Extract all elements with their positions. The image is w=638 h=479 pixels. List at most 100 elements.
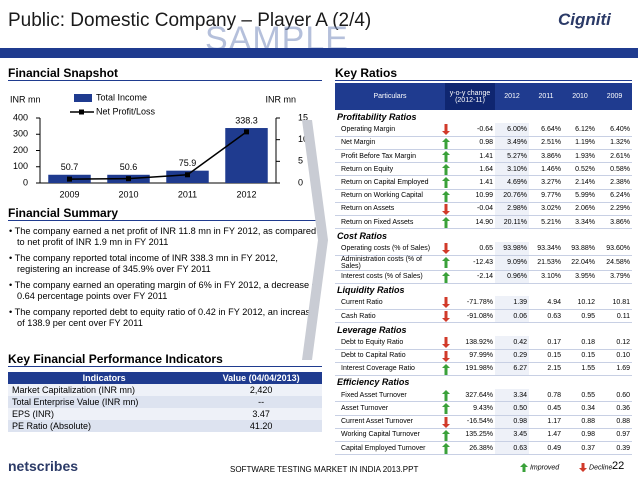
arrow (442, 124, 450, 136)
change: 9.43% (442, 401, 495, 416)
cell: 2.51% (529, 136, 563, 151)
change-value: -12.43 (473, 259, 493, 267)
row-name: Current Ratio (335, 296, 445, 311)
cell: 0.52% (563, 162, 597, 177)
cell: 3.86% (529, 149, 563, 164)
row-name: Operating costs (% of Sales) (335, 241, 445, 256)
trend-arrow (442, 164, 450, 176)
change-value: 1.64 (479, 165, 493, 173)
cell: 1.32% (597, 136, 632, 151)
arrow (442, 203, 450, 215)
arrow (442, 190, 450, 202)
header-cell: 2009 (597, 83, 632, 110)
cell: 0.34 (563, 401, 597, 416)
cell: 93.88% (563, 241, 597, 256)
y-tick-label: 300 (13, 129, 28, 139)
trend-arrow (442, 256, 450, 268)
trend-arrow (442, 311, 450, 323)
change-value: 1.41 (479, 179, 493, 187)
cell: 1.47 (529, 428, 563, 443)
cell: 93.34% (529, 241, 563, 256)
y2-axis-label: INR mn (265, 94, 296, 104)
row: Return on Capital Employed 1.41 4.69% 3.27%… (335, 175, 632, 190)
trend-arrow (442, 403, 450, 415)
row: Cash Ratio -91.08% 0.06 0.63 0.95 0.11 (335, 309, 632, 324)
cell: 4.94 (529, 296, 563, 311)
footer-text: SOFTWARE TESTING MARKET IN INDIA 2013.PP… (230, 465, 419, 474)
arrow (442, 416, 450, 428)
change-value: 138.92% (465, 338, 493, 346)
header-row: Particulars y-o-y change (2012-11) 2012 201… (335, 83, 632, 110)
header-cell: Value (04/04/2013) (200, 372, 322, 384)
row-name: Return on Capital Employed (335, 175, 445, 190)
cell: -- (258, 397, 265, 407)
cell: Market Capitalization (INR mn) (12, 385, 136, 395)
row: Fixed Asset Turnover 327.64% 3.34 0.78 0.55 0… (335, 388, 632, 403)
row: Operating costs (% of Sales) 0.65 93.98% 93… (335, 241, 632, 256)
cell: 3.34 (495, 388, 529, 403)
row-name: Return on Working Capital (335, 189, 445, 203)
change: -2.14 (442, 270, 495, 284)
section-title: Cost Ratios (337, 230, 388, 241)
x-tick-label: 2009 (59, 189, 79, 199)
bullet: • The company earned an operating margin… (9, 280, 320, 301)
section-row: Liquidity Ratios (335, 283, 632, 296)
row-name: Asset Turnover (335, 401, 445, 416)
row-name: Net Margin (335, 136, 445, 151)
change: 1.41 (442, 149, 495, 164)
row: Asset Turnover 9.43% 0.50 0.45 0.34 0.36 (335, 401, 632, 416)
cell: 0.78 (529, 388, 563, 403)
cell: 3.45 (495, 428, 529, 443)
row: Return on Equity 1.64 3.10% 1.46% 0.52% 0.58% (335, 162, 632, 177)
logo: Cigniti (558, 10, 611, 29)
cell: 0.98 (495, 415, 529, 429)
bullet: • The company earned a net profit of INR… (9, 226, 317, 247)
header-cell: 2012 (495, 83, 529, 110)
cell: 1.69 (597, 362, 632, 377)
change-value: -91.08% (466, 312, 493, 320)
page-number: 22 (612, 460, 625, 472)
cell: 0.95 (563, 309, 597, 324)
row-name: Return on Equity (335, 162, 445, 177)
section-title: Key Financial Performance Indicators (8, 352, 322, 367)
trend-arrow (442, 389, 450, 401)
trend-arrow (442, 443, 450, 454)
cell: 0.11 (597, 309, 632, 324)
cell: 2.98% (495, 202, 529, 217)
bullet-text: The company earned an operating margin o… (14, 280, 320, 301)
row-name: Working Capital Turnover (335, 428, 445, 443)
row: Interest Coverage Ratio 191.98% 6.27 2.15 1.… (335, 362, 632, 377)
header-cell: 2010 (563, 83, 597, 110)
section-title: Key Ratios (335, 66, 632, 81)
cell: 6.64% (529, 123, 563, 137)
data-label: 75.9 (179, 158, 197, 168)
cell: 2.29% (597, 202, 632, 217)
section-title: Financial Summary (8, 206, 322, 221)
cell: 0.97 (597, 428, 632, 443)
cell: 0.36 (597, 401, 632, 416)
cell: 0.98 (563, 428, 597, 443)
row: Market Capitalization (INR mn) 2,420 (8, 384, 322, 396)
footer-logo: netscribes (8, 458, 79, 474)
change: 1.41 (442, 175, 495, 190)
row-name: Administration costs (% of Sales) (335, 255, 445, 271)
trend-arrow (442, 217, 450, 228)
cell: 41.20 (249, 421, 273, 431)
row: Interest costs (% of Sales) -2.14 0.96% 3.1… (335, 270, 632, 284)
header-cell: 2011 (529, 83, 563, 110)
y-tick-label: 100 (13, 161, 28, 171)
row-name: Fixed Asset Turnover (335, 388, 445, 403)
header-row: Indicators Value (04/04/2013) (8, 372, 322, 384)
cell: 0.58% (597, 162, 632, 177)
chart: INR mn INR mn 0 100 200 300 400 0 5 10 15 Total Inc… (10, 92, 308, 199)
cell: 93.60% (597, 241, 632, 256)
arrow (302, 120, 328, 360)
section-title: Leverage Ratios (337, 324, 407, 335)
legend-label: Total Income (96, 92, 147, 102)
change: 135.25% (442, 428, 495, 443)
cell: 0.63 (529, 309, 563, 324)
cell: 1.19% (563, 136, 597, 151)
arrow (442, 337, 450, 348)
row: EPS (INR) 3.47 (8, 408, 322, 420)
header-cell: Indicators (8, 372, 201, 384)
